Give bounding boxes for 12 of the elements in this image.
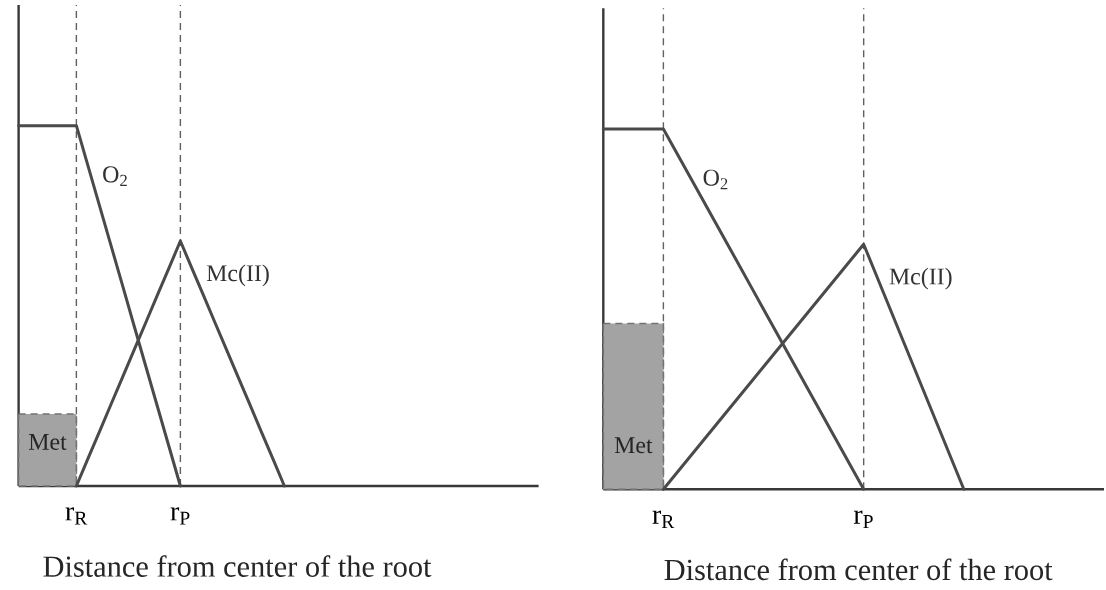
series-label: Mc(II) bbox=[889, 267, 952, 290]
x-tick-label: r$_{R}$ bbox=[65, 507, 88, 525]
x-axis-title: Distance from center of the root bbox=[664, 558, 1053, 581]
series-label: O$_{2}$ bbox=[703, 169, 728, 190]
x-tick-label: r$_{P}$ bbox=[853, 510, 873, 528]
series-label: Mc(II) bbox=[206, 264, 269, 287]
series-label: Met bbox=[614, 437, 653, 454]
x-axis-title: Distance from center of the root bbox=[43, 555, 432, 577]
x-tick-label: r$_{P}$ bbox=[170, 507, 190, 525]
series-label: O$_{2}$ bbox=[103, 166, 127, 186]
x-tick-label: r$_{R}$ bbox=[652, 510, 675, 528]
series-label: Met bbox=[28, 434, 67, 450]
